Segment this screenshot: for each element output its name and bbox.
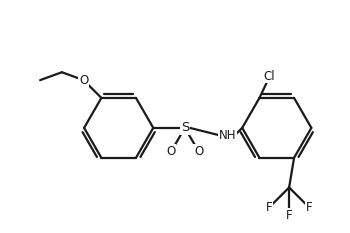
Text: O: O	[166, 145, 176, 158]
Text: NH: NH	[219, 129, 236, 142]
Text: S: S	[181, 121, 189, 134]
Text: Cl: Cl	[264, 70, 275, 83]
Text: F: F	[306, 201, 312, 214]
Text: O: O	[79, 74, 88, 87]
Text: F: F	[286, 209, 293, 222]
Text: O: O	[194, 145, 203, 158]
Text: F: F	[266, 201, 273, 214]
